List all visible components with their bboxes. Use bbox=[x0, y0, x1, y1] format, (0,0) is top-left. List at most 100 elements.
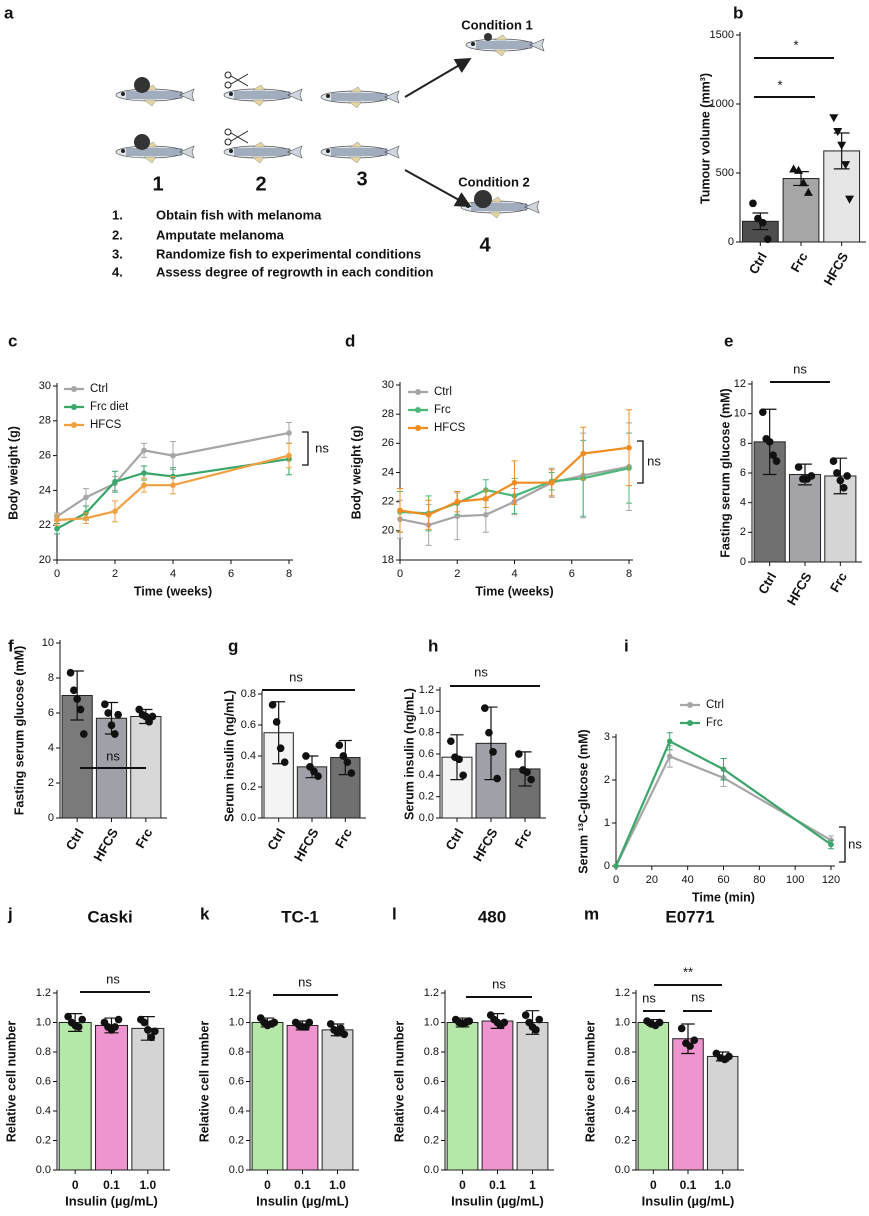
y-tick-label: 0.2 bbox=[615, 1134, 630, 1146]
y-axis-label: Body weight (g) bbox=[6, 426, 20, 520]
data-point bbox=[690, 1036, 699, 1045]
y-axis-label: Tumour volume (mm³) bbox=[698, 73, 712, 204]
significance-label: ns bbox=[298, 974, 312, 989]
data-point bbox=[769, 451, 777, 460]
data-point bbox=[829, 457, 838, 465]
y-tick-label: 0.0 bbox=[419, 812, 434, 824]
data-point bbox=[794, 463, 803, 471]
y-axis-label: Relative cell number bbox=[392, 1021, 406, 1143]
y-tick-label: 1.0 bbox=[419, 705, 434, 717]
y-tick-label: 24 bbox=[382, 466, 394, 478]
y-axis-label: Relative cell number bbox=[197, 1021, 211, 1143]
bar bbox=[782, 178, 820, 243]
data-point bbox=[111, 1023, 119, 1031]
data-point bbox=[655, 1018, 664, 1027]
error-bar bbox=[752, 212, 769, 231]
data-point bbox=[114, 1015, 123, 1024]
data-point bbox=[66, 668, 75, 677]
y-axis-label: Fasting serum glucose (mM) bbox=[12, 646, 26, 815]
x-tick-label: 8 bbox=[286, 568, 292, 580]
fish-body bbox=[320, 90, 390, 104]
bar bbox=[672, 1038, 704, 1171]
data-point bbox=[841, 161, 851, 170]
x-axis-label: Time (weeks) bbox=[134, 584, 212, 598]
data-point bbox=[335, 741, 344, 749]
bracket bbox=[637, 440, 644, 484]
series-line bbox=[399, 446, 630, 516]
tumor bbox=[484, 33, 492, 41]
bar bbox=[441, 756, 473, 819]
bar bbox=[446, 1022, 479, 1171]
y-tick-label: 26 bbox=[382, 437, 394, 449]
panel-letter: e bbox=[724, 331, 733, 350]
data-point bbox=[828, 841, 834, 848]
data-point bbox=[485, 728, 493, 737]
panel-letter: f bbox=[8, 636, 14, 655]
legend-label: HFCS bbox=[90, 419, 122, 431]
y-tick-label: 0.4 bbox=[615, 1105, 630, 1117]
y-tick-label: 0.6 bbox=[229, 1075, 244, 1087]
fish bbox=[115, 134, 195, 164]
data-point bbox=[481, 704, 489, 712]
data-point bbox=[141, 482, 147, 488]
x-tick-label: Ctrl bbox=[442, 826, 466, 853]
fish-body bbox=[460, 200, 530, 214]
error-bar bbox=[450, 734, 464, 781]
panel-letter: j bbox=[7, 904, 13, 923]
y-tick-label: 0 bbox=[728, 236, 734, 248]
tumor bbox=[134, 134, 150, 150]
x-tick-label: HFCS bbox=[821, 249, 852, 287]
y-tick-label: 1500 bbox=[710, 29, 734, 41]
fish-eye bbox=[229, 92, 233, 96]
x-tick-label: Frc bbox=[132, 826, 155, 851]
y-tick-label: 1.2 bbox=[615, 987, 630, 999]
step-text: Obtain fish with melanoma bbox=[156, 207, 322, 222]
legend-label: HFCS bbox=[434, 422, 466, 434]
x-tick-label: Ctrl bbox=[264, 826, 288, 853]
data-point bbox=[305, 1018, 314, 1027]
fish-tail bbox=[179, 88, 195, 102]
x-tick-label: 1.0 bbox=[714, 1178, 731, 1192]
y-tick-label: 1.2 bbox=[36, 987, 51, 999]
y-tick-label: 0.8 bbox=[424, 1046, 439, 1058]
data-point bbox=[626, 444, 632, 451]
y-tick-label: 26 bbox=[39, 450, 51, 462]
x-tick-label: 4 bbox=[511, 568, 517, 580]
y-tick-label: 1.2 bbox=[424, 987, 439, 999]
y-tick-label: 10 bbox=[734, 408, 746, 420]
y-tick-label: 0.4 bbox=[241, 750, 256, 762]
y-tick-label: 20 bbox=[382, 525, 394, 537]
fish-tail bbox=[524, 200, 540, 214]
bar bbox=[788, 473, 822, 563]
x-tick-label: Ctrl bbox=[755, 570, 779, 597]
data-point bbox=[511, 479, 518, 486]
data-point bbox=[70, 686, 78, 695]
data-point bbox=[340, 1030, 349, 1039]
y-tick-label: 1.2 bbox=[229, 987, 244, 999]
panel-letter: m bbox=[584, 904, 599, 923]
x-tick-label: Frc bbox=[511, 826, 534, 851]
series-line bbox=[56, 431, 290, 518]
legend-label: Frc diet bbox=[90, 401, 129, 413]
y-tick-label: 1000 bbox=[710, 98, 734, 110]
y-tick-label: 22 bbox=[382, 496, 394, 508]
chart-title: TC-1 bbox=[281, 907, 319, 926]
data-point bbox=[425, 511, 432, 518]
data-point bbox=[280, 758, 289, 767]
data-point bbox=[455, 755, 463, 764]
data-point bbox=[170, 482, 176, 488]
x-tick-label: 0.1 bbox=[680, 1178, 697, 1192]
y-tick-label: 0.2 bbox=[36, 1134, 51, 1146]
error-bar bbox=[490, 1013, 505, 1029]
bar bbox=[286, 1024, 319, 1171]
data-point bbox=[54, 517, 60, 523]
arrow bbox=[404, 57, 472, 98]
x-tick-label: 100 bbox=[786, 874, 804, 886]
legend-swatch bbox=[687, 720, 693, 726]
error-bar bbox=[798, 463, 812, 486]
step-number: 4 bbox=[479, 234, 491, 256]
x-tick-label: 60 bbox=[717, 874, 729, 886]
data-point bbox=[79, 730, 88, 738]
data-point bbox=[489, 748, 497, 756]
